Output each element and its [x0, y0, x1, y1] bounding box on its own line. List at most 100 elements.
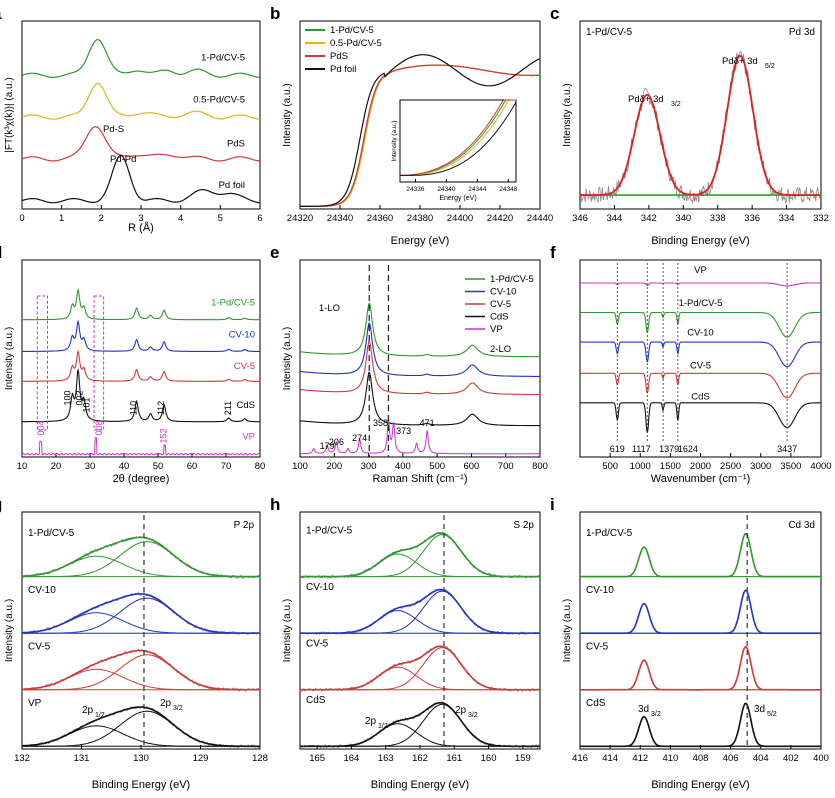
x-tick-label: 344	[606, 213, 622, 224]
peak-index-label: 112	[156, 401, 166, 415]
band-label: 619	[610, 444, 625, 454]
x-tick-label: 50	[153, 461, 164, 472]
component-line	[21, 555, 260, 578]
x-tick-label: 163	[378, 753, 394, 764]
x-axis-label: Raman Shift (cm⁻¹)	[372, 473, 467, 485]
y-axis-label: Intensity (a.u.)	[4, 327, 15, 390]
panel-e: e 100 200 300 400 500 600 700 800 Raman Shift (cm…	[270, 243, 548, 485]
x-tick-label: 6	[257, 213, 262, 224]
x-tick-label: 408	[693, 753, 709, 764]
series-label: PdS	[227, 138, 245, 149]
component-line	[300, 590, 540, 634]
peak-label: 2p	[82, 705, 94, 716]
band-label: 3437	[777, 444, 797, 454]
panel-d: d 10 20 30 40 50 60 70 80 2θ (degree) Intensity (a…	[0, 243, 265, 485]
series-line	[580, 402, 821, 433]
peak-index-label: 152	[159, 428, 169, 443]
series-label: CV-5	[306, 639, 329, 650]
panel-b: b 24320 24340 24360 24380 24400 24420 24440 Ener…	[270, 4, 553, 247]
x-tick-label: 2000	[690, 461, 711, 472]
peak-subscript: 3/2	[651, 711, 661, 718]
legend-label: Pd foil	[330, 64, 356, 75]
series-line	[22, 349, 260, 382]
peak-label: 2p	[455, 705, 467, 716]
peak-subscript: 5/2	[767, 711, 777, 718]
inset-frame	[399, 99, 517, 183]
x-tick-label: 128	[252, 753, 268, 764]
x-axis-label: Binding Energy (eV)	[651, 235, 749, 247]
series-label: Pd foil	[219, 180, 245, 191]
panel-letter: a	[0, 4, 2, 23]
legend-label: 0.5-Pd/CV-5	[330, 38, 382, 49]
series-line	[299, 302, 540, 358]
legend-label: CV-5	[490, 299, 511, 310]
series-label: 1-Pd/CV-5	[306, 526, 353, 537]
peak-index-label: 110	[129, 401, 139, 415]
series-line	[299, 322, 540, 377]
x-tick-label: 130	[133, 753, 149, 764]
raw-spectrum-line	[579, 533, 822, 578]
x-tick-label: 161	[446, 753, 462, 764]
series-label: 1-Pd/CV-5	[28, 528, 75, 539]
component-line	[580, 716, 821, 747]
series-line	[300, 64, 541, 207]
x-tick-label: 414	[602, 753, 618, 764]
peak-subscript: 5/2	[765, 63, 775, 70]
series-label: 1-Pd/CV-5	[211, 298, 255, 309]
component-line	[21, 725, 260, 747]
band-label: 1117	[632, 444, 651, 454]
vp-peak-label: 471	[420, 418, 435, 428]
y-axis-label: Intensity (a.u.)	[562, 83, 573, 146]
peak-subscript: 3/2	[468, 712, 478, 719]
fit-envelope-line	[21, 593, 260, 634]
highlight-box	[36, 295, 48, 431]
panel-letter: c	[550, 4, 559, 23]
x-tick-label: 164	[343, 753, 359, 764]
y-axis-label: Intensity (a.u.)	[282, 599, 293, 662]
series-label: CV-5	[586, 641, 609, 652]
x-tick-label: 334	[779, 213, 795, 224]
series-label: 0.5-Pd/CV-5	[193, 94, 245, 105]
series-line	[580, 372, 821, 399]
inset-x-tick-label: 24344	[468, 186, 486, 193]
peak-index-label: 211	[223, 401, 233, 415]
series-label: CV-10	[28, 585, 56, 596]
x-tick-label: 1000	[630, 461, 651, 472]
fit-envelope-line	[21, 536, 260, 578]
peak-label: 3d	[754, 704, 765, 715]
x-tick-label: 162	[412, 753, 428, 764]
peak-label: Pdδ+ 3d	[628, 94, 664, 105]
y-axis-label: Intensity (a.u.)	[282, 83, 293, 146]
panel-g: g 132 131 130 129 128 Binding Energy (eV) Inten…	[0, 495, 268, 791]
panel-letter: i	[550, 495, 555, 514]
series-label: CV-5	[690, 360, 711, 371]
x-tick-label: 500	[429, 461, 445, 472]
vp-peak-label: 358	[373, 418, 388, 428]
peak-label: Pdδ+ 3d	[722, 56, 758, 67]
component-line	[300, 610, 540, 634]
component-line	[21, 612, 260, 634]
x-tick-label: 342	[641, 213, 657, 224]
y-axis-label: Intensity (a.u.)	[282, 327, 293, 390]
x-tick-label: 40	[119, 461, 130, 472]
inset-x-axis-label: Energy (eV)	[439, 195, 476, 202]
component-line	[580, 702, 821, 747]
x-tick-label: 24320	[287, 213, 313, 224]
y-axis-label: |FT(k³χ(k))| (a.u.)	[4, 77, 15, 152]
series-label: 1-Pd/CV-5	[586, 528, 633, 539]
series-label: CdS	[237, 400, 255, 411]
inset-series-line	[399, 99, 516, 176]
panel-title: 1-Pd/CV-5	[586, 27, 633, 38]
inset-x-tick-label: 24348	[499, 186, 517, 193]
x-tick-label: 0	[19, 213, 24, 224]
raw-spectrum-line	[579, 646, 821, 691]
raw-spectrum-line	[579, 702, 821, 747]
component-line	[300, 647, 540, 691]
fit-envelope-line	[300, 645, 540, 691]
x-tick-label: 200	[326, 461, 342, 472]
fit-envelope-line	[580, 533, 821, 578]
component-line	[300, 703, 540, 747]
x-tick-label: 24360	[367, 213, 393, 224]
x-tick-label: 340	[675, 213, 691, 224]
legend-label: CV-10	[490, 287, 516, 298]
